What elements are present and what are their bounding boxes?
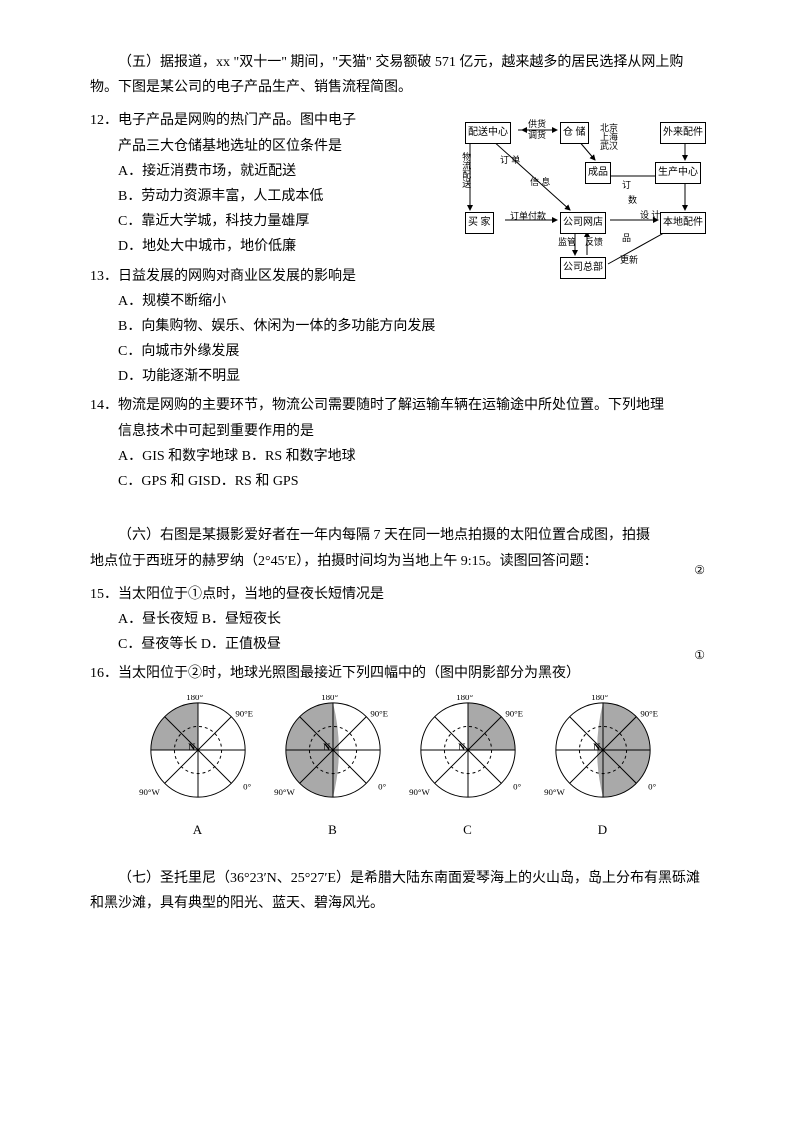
lbl-0-c: 0° bbox=[513, 781, 521, 791]
flow-diagram: 配送中心 供货 调货 仓 储 北京 上海 武汉 外来配件 成品 生产中心 买 家… bbox=[460, 112, 710, 282]
lbl-dispatch: 调货 bbox=[528, 127, 546, 143]
lbl-n-d: N bbox=[593, 742, 600, 753]
q13-b: B．向集购物、娱乐、休闲为一体的多功能方向发展 bbox=[90, 314, 710, 339]
q15-num: 15． bbox=[90, 582, 118, 607]
q13: 13．日益发展的网购对商业区发展的影响是 A．规模不断缩小 B．向集购物、娱乐、… bbox=[90, 264, 710, 390]
q16: 16．当太阳位于②时，地球光照图最接近下列四幅中的（图中阴影部分为黑夜） bbox=[90, 661, 710, 686]
box-buyer: 买 家 bbox=[465, 212, 494, 234]
lbl-0: 0° bbox=[243, 781, 251, 791]
cap-d: D bbox=[543, 818, 663, 841]
box-finished: 成品 bbox=[585, 162, 611, 184]
q13-stem: 日益发展的网购对商业区发展的影响是 bbox=[118, 264, 454, 289]
box-distribution: 配送中心 bbox=[465, 122, 511, 144]
lbl-180-b: 180° bbox=[321, 695, 338, 702]
q13-d: D．功能逐渐不明显 bbox=[90, 364, 710, 389]
lbl-90e-d: 90°E bbox=[640, 708, 658, 718]
q14: 14．物流是网购的主要环节，物流公司需要随时了解运输车辆在运输途中所处位置。下列… bbox=[90, 393, 710, 494]
section6-head: （六）右图是某摄影爱好者在一年内每隔 7 天在同一地点拍摄的太阳位置合成图，拍摄… bbox=[90, 523, 710, 573]
q12-num: 12． bbox=[90, 108, 118, 133]
lbl-90e-c: 90°E bbox=[505, 708, 523, 718]
box-webshop: 公司网店 bbox=[560, 212, 606, 234]
q16-num: 16． bbox=[90, 661, 118, 686]
lbl-update: 更新 bbox=[620, 252, 638, 268]
lbl-0-b: 0° bbox=[378, 781, 386, 791]
globe-b: 180° 90°E 0° 90°W N B bbox=[273, 695, 393, 842]
q14-stem: 物流是网购的主要环节，物流公司需要随时了解运输车辆在运输途中所处位置。下列地理 bbox=[118, 393, 710, 418]
q13-c: C．向城市外缘发展 bbox=[90, 339, 710, 364]
lbl-n-b: N bbox=[323, 742, 330, 753]
cap-c: C bbox=[408, 818, 528, 841]
q14-a: A．GIS 和数字地球 B．RS 和数字地球 bbox=[90, 444, 710, 469]
lbl-ordertop: 订 bbox=[622, 177, 631, 193]
q15-a: A．昼长夜短 B．昼短夜长 bbox=[90, 607, 710, 632]
lbl-180: 180° bbox=[186, 695, 203, 702]
globe-a: 180° 90°E 0° 90°W N A bbox=[138, 695, 258, 842]
q13-num: 13． bbox=[90, 264, 118, 289]
globe-c: 180° 90°E 0° 90°W N C bbox=[408, 695, 528, 842]
section7-head: （七）圣托里尼（36°23′N、25°27′E）是希腊大陆东南面爱琴海上的火山岛… bbox=[90, 866, 710, 916]
lbl-design: 设 计 bbox=[640, 207, 660, 223]
lbl-cities: 北京 上海 武汉 bbox=[600, 124, 618, 151]
q15-c: C．昼夜等长 D．正值极昼 bbox=[90, 632, 710, 657]
q14-stem2: 信息技术中可起到重要作用的是 bbox=[90, 419, 710, 444]
q14-c: C．GPS 和 GISD．RS 和 GPS bbox=[90, 469, 710, 494]
lbl-0-d: 0° bbox=[648, 781, 656, 791]
marker-1: ① bbox=[694, 645, 705, 667]
lbl-feedback: 反馈 bbox=[585, 234, 603, 250]
lbl-90e: 90°E bbox=[235, 708, 253, 718]
lbl-180-c: 180° bbox=[456, 695, 473, 702]
q12-stem1: 电子产品是网购的热门产品。图中电子 bbox=[118, 108, 454, 133]
lbl-orderpay: 订单付款 bbox=[510, 212, 546, 221]
lbl-number: 数 bbox=[628, 192, 637, 208]
q16-stem: 当太阳位于②时，地球光照图最接近下列四幅中的（图中阴影部分为黑夜） bbox=[118, 661, 710, 686]
globe-d: 180° 90°E 0° 90°W N D bbox=[543, 695, 663, 842]
lbl-180-d: 180° bbox=[591, 695, 608, 702]
lbl-info: 信 息 bbox=[530, 174, 550, 190]
lbl-n-c: N bbox=[458, 742, 465, 753]
section5-head: （五）据报道，xx "双十一" 期间，"天猫" 交易额破 571 亿元，越来越多… bbox=[90, 50, 710, 100]
lbl-prod: 品 bbox=[622, 230, 631, 246]
lbl-90w-c: 90°W bbox=[409, 787, 430, 797]
lbl-order: 订 单 bbox=[500, 152, 520, 168]
cap-a: A bbox=[138, 818, 258, 841]
box-storage: 仓 储 bbox=[560, 122, 589, 144]
box-external: 外来配件 bbox=[660, 122, 706, 144]
lbl-logistics: 物流配送 bbox=[458, 152, 474, 188]
lbl-90w-b: 90°W bbox=[274, 787, 295, 797]
q14-num: 14． bbox=[90, 393, 118, 418]
q15: 15．当太阳位于①点时，当地的昼夜长短情况是 A．昼长夜短 B．昼短夜长 C．昼… bbox=[90, 582, 710, 658]
box-prodcenter: 生产中心 bbox=[655, 162, 701, 184]
lbl-n: N bbox=[188, 742, 195, 753]
box-localpart: 本地配件 bbox=[660, 212, 706, 234]
lbl-90w-d: 90°W bbox=[544, 787, 565, 797]
lbl-supervise: 监管 bbox=[558, 234, 576, 250]
marker-2: ② bbox=[694, 560, 705, 582]
lbl-90e-b: 90°E bbox=[370, 708, 388, 718]
lbl-90w: 90°W bbox=[139, 787, 160, 797]
q15-stem: 当太阳位于①点时，当地的昼夜长短情况是 bbox=[118, 582, 710, 607]
box-hq: 公司总部 bbox=[560, 257, 606, 279]
cap-b: B bbox=[273, 818, 393, 841]
globe-row: 180° 90°E 0° 90°W N A 180° 90°E 0° 90°W … bbox=[130, 695, 670, 842]
q13-a: A．规模不断缩小 bbox=[90, 289, 710, 314]
